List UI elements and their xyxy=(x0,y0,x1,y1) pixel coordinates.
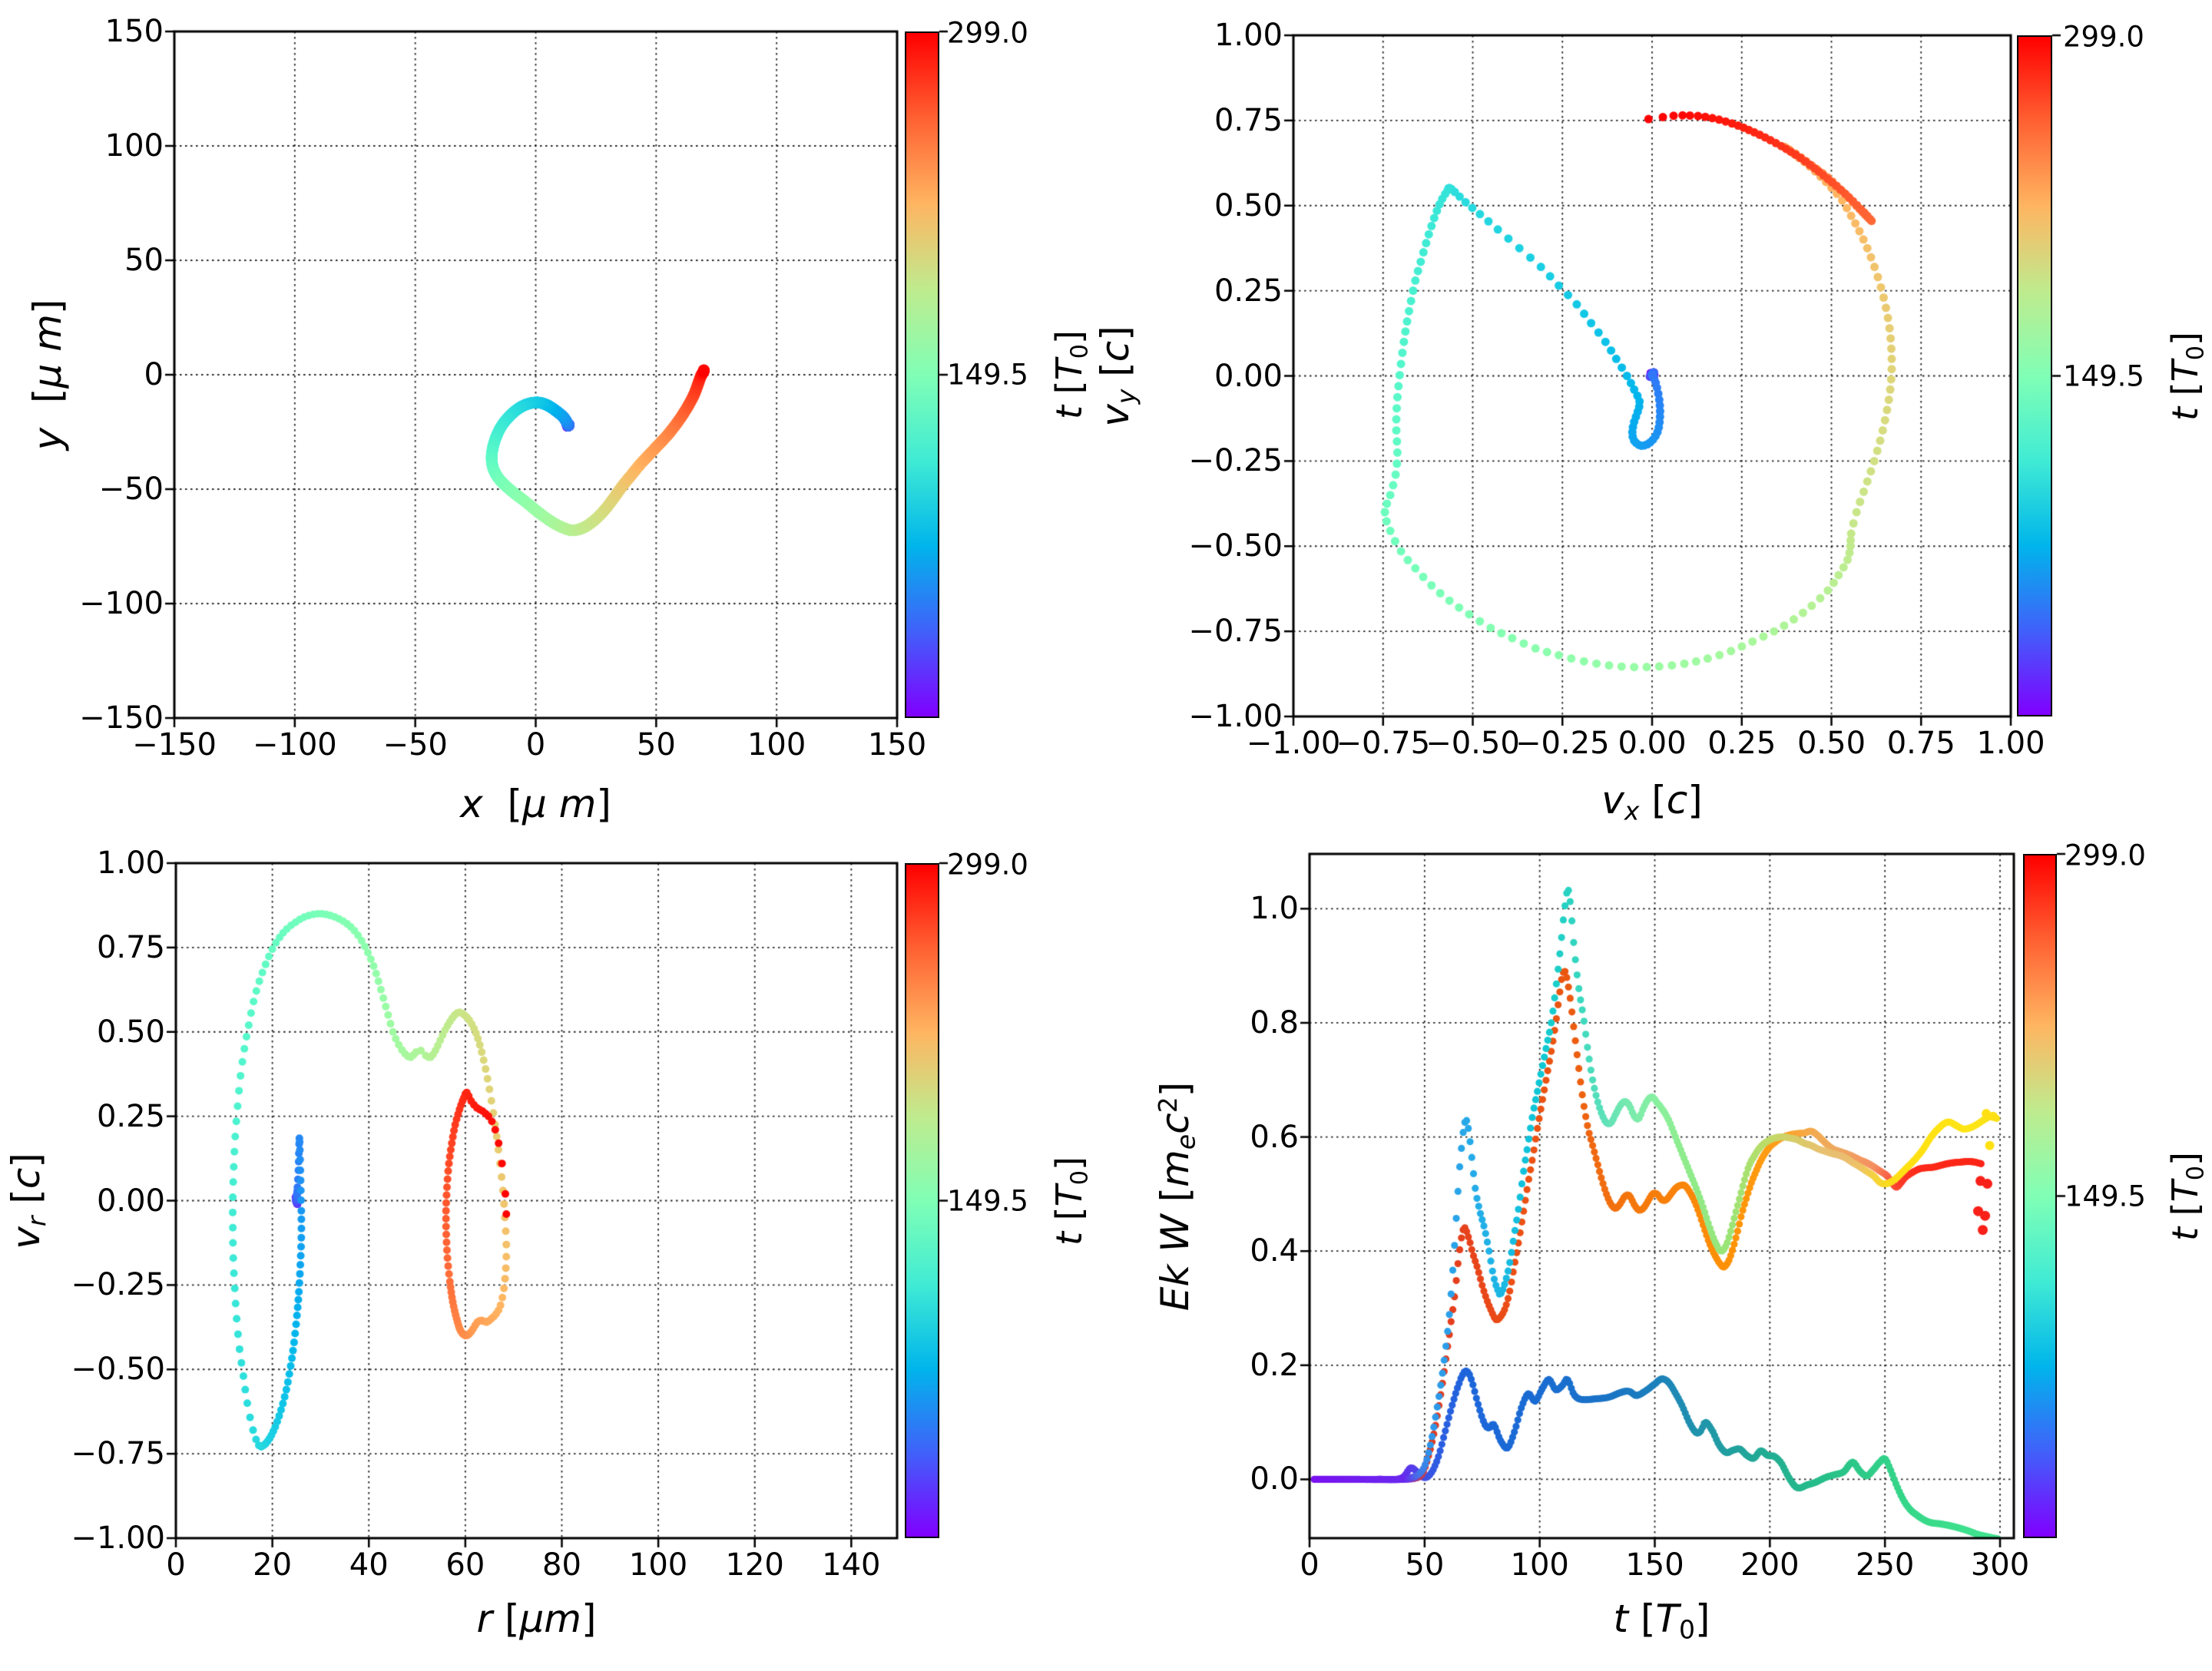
rvr-ytick-0.25: 0.25 xyxy=(96,1098,165,1134)
xy-xtick-150: 150 xyxy=(867,727,927,763)
vxvy-xtick-−0.75: −0.75 xyxy=(1336,726,1431,761)
ekt-ytick-0.0: 0.0 xyxy=(1250,1461,1299,1497)
xy-ytick-−50: −50 xyxy=(98,472,164,507)
ekt-colorbar-max-label: 299.0 xyxy=(2065,839,2146,872)
vxvy-ytick-0.25: 0.25 xyxy=(1214,273,1283,309)
xy-xtick-50: 50 xyxy=(636,727,676,763)
xy-xtick-100: 100 xyxy=(747,727,806,763)
rvr-xtick-100: 100 xyxy=(628,1547,688,1583)
xy-colorbar-axis-label: t [T0] xyxy=(1048,329,1094,420)
rvr-xtick-120: 120 xyxy=(725,1547,784,1583)
vxvy-colorbar-mid-label: 149.5 xyxy=(2063,359,2144,392)
xy-xtick-−150: −150 xyxy=(132,727,217,763)
ekt-colorbar-mid-label: 149.5 xyxy=(2065,1180,2146,1213)
vxvy-ytick-0.50: 0.50 xyxy=(1214,187,1283,223)
vxvy-colorbar-max-label: 299.0 xyxy=(2063,20,2144,54)
ekt-ytick-0.4: 0.4 xyxy=(1250,1233,1299,1269)
xy-ytick-50: 50 xyxy=(124,243,164,278)
ekt-xtick-50: 50 xyxy=(1405,1547,1445,1583)
ekt-ytick-0.6: 0.6 xyxy=(1250,1119,1299,1155)
ekt-xtick-100: 100 xyxy=(1510,1547,1569,1583)
vxvy-xtick-0.25: 0.25 xyxy=(1707,726,1777,761)
ekt-colorbar xyxy=(2023,854,2057,1538)
xy-xtick-0: 0 xyxy=(525,727,546,763)
vxvy-ytick-0.00: 0.00 xyxy=(1214,358,1283,394)
rvr-ytick-0.50: 0.50 xyxy=(96,1014,165,1050)
vxvy-ytick-−1.00: −1.00 xyxy=(1188,699,1283,734)
rvr-colorbar xyxy=(905,863,939,1538)
rvr-ytick-−1.00: −1.00 xyxy=(71,1520,165,1556)
vxvy-xtick-−0.25: −0.25 xyxy=(1515,726,1610,761)
vxvy-colorbar xyxy=(2017,35,2052,716)
xy-ytick-150: 150 xyxy=(104,14,164,49)
xy-colorbar-max-label: 299.0 xyxy=(947,16,1028,50)
rvr-xtick-20: 20 xyxy=(253,1547,293,1583)
rvr-ytick-0.00: 0.00 xyxy=(96,1183,165,1219)
vxvy-xtick-1.00: 1.00 xyxy=(1976,726,2045,761)
rvr-plot-ylabel: vr [c] xyxy=(4,1152,52,1249)
ekt-plot-xlabel: t [T0] xyxy=(1613,1597,1710,1645)
rvr-ytick-−0.50: −0.50 xyxy=(71,1352,165,1388)
vxvy-ytick-−0.50: −0.50 xyxy=(1188,528,1283,564)
xy-plot-xlabel: x [μ m] xyxy=(460,782,611,826)
rvr-ytick-−0.75: −0.75 xyxy=(71,1436,165,1472)
vxvy-xtick-0.75: 0.75 xyxy=(1886,726,1955,761)
rvr-colorbar-mid-label: 149.5 xyxy=(947,1184,1028,1217)
ekt-xtick-200: 200 xyxy=(1740,1547,1800,1583)
xy-ytick-−150: −150 xyxy=(79,700,164,736)
vxvy-plot-ylabel: vy [c] xyxy=(1093,325,1141,427)
rvr-xtick-60: 60 xyxy=(445,1547,485,1583)
rvr-ytick-0.75: 0.75 xyxy=(96,929,165,965)
rvr-plot-xlabel: r [μm] xyxy=(476,1597,597,1641)
ekt-xtick-250: 250 xyxy=(1855,1547,1915,1583)
vxvy-xtick-−0.50: −0.50 xyxy=(1426,726,1520,761)
ekt-colorbar-axis-label: t [T0] xyxy=(2164,1151,2210,1241)
ekt-ytick-0.2: 0.2 xyxy=(1250,1347,1299,1383)
rvr-colorbar-axis-label: t [T0] xyxy=(1048,1156,1094,1246)
vxvy-xtick-−1.00: −1.00 xyxy=(1246,726,1341,761)
vxvy-ytick-−0.75: −0.75 xyxy=(1188,614,1283,650)
ekt-ytick-0.8: 0.8 xyxy=(1250,1004,1299,1041)
rvr-ytick-1.00: 1.00 xyxy=(96,845,165,881)
ekt-xtick-300: 300 xyxy=(1970,1547,2030,1583)
xy-colorbar xyxy=(905,31,939,718)
vxvy-xtick-0.50: 0.50 xyxy=(1796,726,1866,761)
vxvy-ytick-1.00: 1.00 xyxy=(1214,18,1283,53)
rvr-colorbar-max-label: 299.0 xyxy=(947,848,1028,882)
ekt-plot-ylabel: Ek W [mec2] xyxy=(1153,1081,1201,1311)
xy-ytick-−100: −100 xyxy=(79,586,164,621)
rvr-xtick-80: 80 xyxy=(542,1547,581,1583)
rvr-ytick-−0.25: −0.25 xyxy=(71,1267,165,1303)
xy-colorbar-mid-label: 149.5 xyxy=(947,358,1028,392)
rvr-xtick-140: 140 xyxy=(822,1547,881,1583)
rvr-xtick-0: 0 xyxy=(166,1547,186,1583)
xy-ytick-100: 100 xyxy=(104,128,164,164)
vxvy-xtick-0.00: 0.00 xyxy=(1618,726,1687,761)
ekt-xtick-150: 150 xyxy=(1625,1547,1684,1583)
vxvy-ytick-−0.25: −0.25 xyxy=(1188,443,1283,479)
vxvy-ytick-0.75: 0.75 xyxy=(1214,102,1283,138)
vxvy-plot-xlabel: vx [c] xyxy=(1601,778,1703,826)
ekt-ytick-1.0: 1.0 xyxy=(1250,891,1299,927)
rvr-xtick-40: 40 xyxy=(349,1547,389,1583)
vxvy-colorbar-axis-label: t [T0] xyxy=(2164,331,2210,421)
ekt-xtick-0: 0 xyxy=(1300,1547,1320,1583)
xy-xtick-−50: −50 xyxy=(382,727,448,763)
xy-xtick-−100: −100 xyxy=(252,727,337,763)
xy-plot-ylabel: y [μ m] xyxy=(25,299,70,451)
xy-ytick-0: 0 xyxy=(144,357,164,392)
